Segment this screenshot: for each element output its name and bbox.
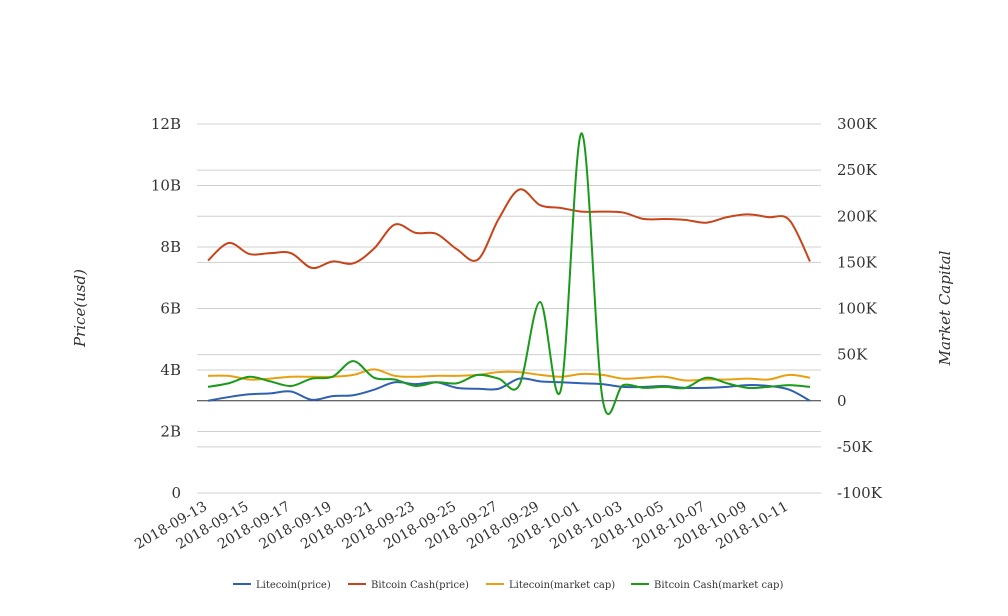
legend-label: Litecoin(market cap): [509, 580, 615, 591]
legend-item-bitcoin-cash-price: Bitcoin Cash(price): [348, 580, 469, 591]
y-left-tick-label: 10B: [151, 177, 181, 195]
y-left-tick-label: 8B: [160, 238, 181, 256]
x-axis-ticks: 2018-09-132018-09-152018-09-172018-09-19…: [132, 499, 791, 553]
y-axis-right-title: Market Capital: [936, 250, 954, 366]
y-right-tick-label: 0: [837, 392, 847, 410]
legend-item-litecoin-market-cap: Litecoin(market cap): [486, 580, 615, 591]
y-left-tick-label: 2B: [160, 423, 181, 441]
y-right-tick-label: 300K: [837, 115, 878, 133]
y-right-tick-label: 50K: [837, 346, 868, 364]
grid-lines: [197, 123, 821, 494]
y-right-tick-label: 250K: [837, 161, 878, 179]
y-right-tick-label: -50K: [837, 438, 873, 456]
y-left-tick-label: 6B: [160, 300, 181, 318]
left-axis-ticks: 0 2B 4B 6B 8B 10B 12B: [151, 115, 181, 502]
legend-item-litecoin-price: Litecoin(price): [233, 580, 331, 591]
series-line-litecoin-price: [207, 377, 811, 402]
legend: Litecoin(price) Bitcoin Cash(price) Liteco…: [233, 580, 783, 591]
y-left-tick-label: 12B: [151, 115, 181, 133]
y-right-tick-label: 200K: [837, 207, 878, 225]
y-left-tick-label: 4B: [160, 361, 181, 379]
y-right-tick-label: 100K: [837, 300, 878, 318]
y-axis-left-title: Price(usd): [71, 269, 89, 348]
y-right-tick-label: 150K: [837, 253, 878, 271]
right-axis-ticks: -100K -50K 0 50K 100K 150K 200K 250K 300K: [837, 115, 883, 502]
series-line-bitcoin-cash-market-cap: [207, 132, 811, 416]
series-line-bitcoin-cash-price: [207, 188, 811, 270]
legend-label: Litecoin(price): [256, 580, 331, 591]
legend-item-bitcoin-cash-market-cap: Bitcoin Cash(market cap): [631, 580, 783, 591]
series-lines: [207, 132, 811, 416]
legend-label: Bitcoin Cash(price): [371, 580, 469, 591]
legend-label: Bitcoin Cash(market cap): [654, 580, 783, 591]
y-left-tick-label: 0: [171, 484, 181, 502]
series-line-litecoin-market-cap: [207, 368, 811, 382]
y-right-tick-label: -100K: [837, 484, 883, 502]
